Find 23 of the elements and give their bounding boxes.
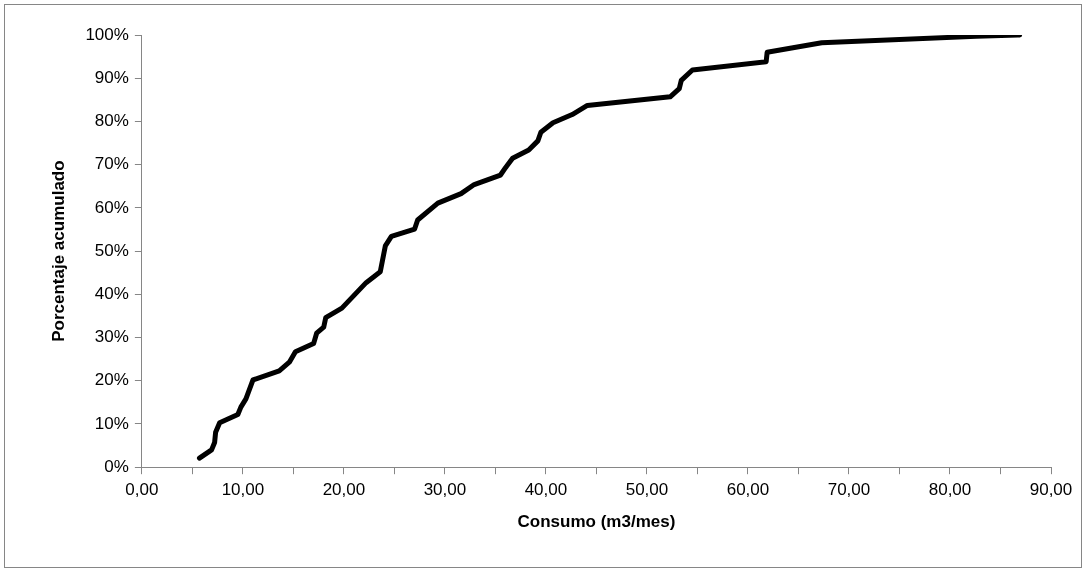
y-tick-label: 50% [94,240,129,260]
x-tick-label: 0,00 [125,480,159,500]
y-tick-label: 60% [94,197,129,217]
x-tick-label: 70,00 [827,480,871,500]
y-tick-label: 20% [94,370,129,390]
x-tick-label: 50,00 [625,480,669,500]
x-axis-title: Consumo (m3/mes) [517,512,676,532]
y-tick-label: 30% [94,327,129,347]
x-tick-label: 90,00 [1029,480,1073,500]
y-tick-label: 90% [94,67,129,87]
x-tick-label: 10,00 [221,480,265,500]
x-tick-label: 30,00 [423,480,467,500]
y-tick-label: 40% [94,284,129,304]
y-axis-title: Porcentaje acumulado [48,160,68,342]
y-tick-label: 100% [85,24,129,44]
x-tick-label: 60,00 [726,480,770,500]
y-tick-label: 70% [94,154,129,174]
y-tick-label: 10% [94,413,129,433]
x-tick-label: 80,00 [928,480,972,500]
x-tick-label: 20,00 [322,480,366,500]
x-tick-label: 40,00 [524,480,568,500]
y-tick-label: 80% [94,111,129,131]
y-tick-label: 0% [104,456,129,476]
